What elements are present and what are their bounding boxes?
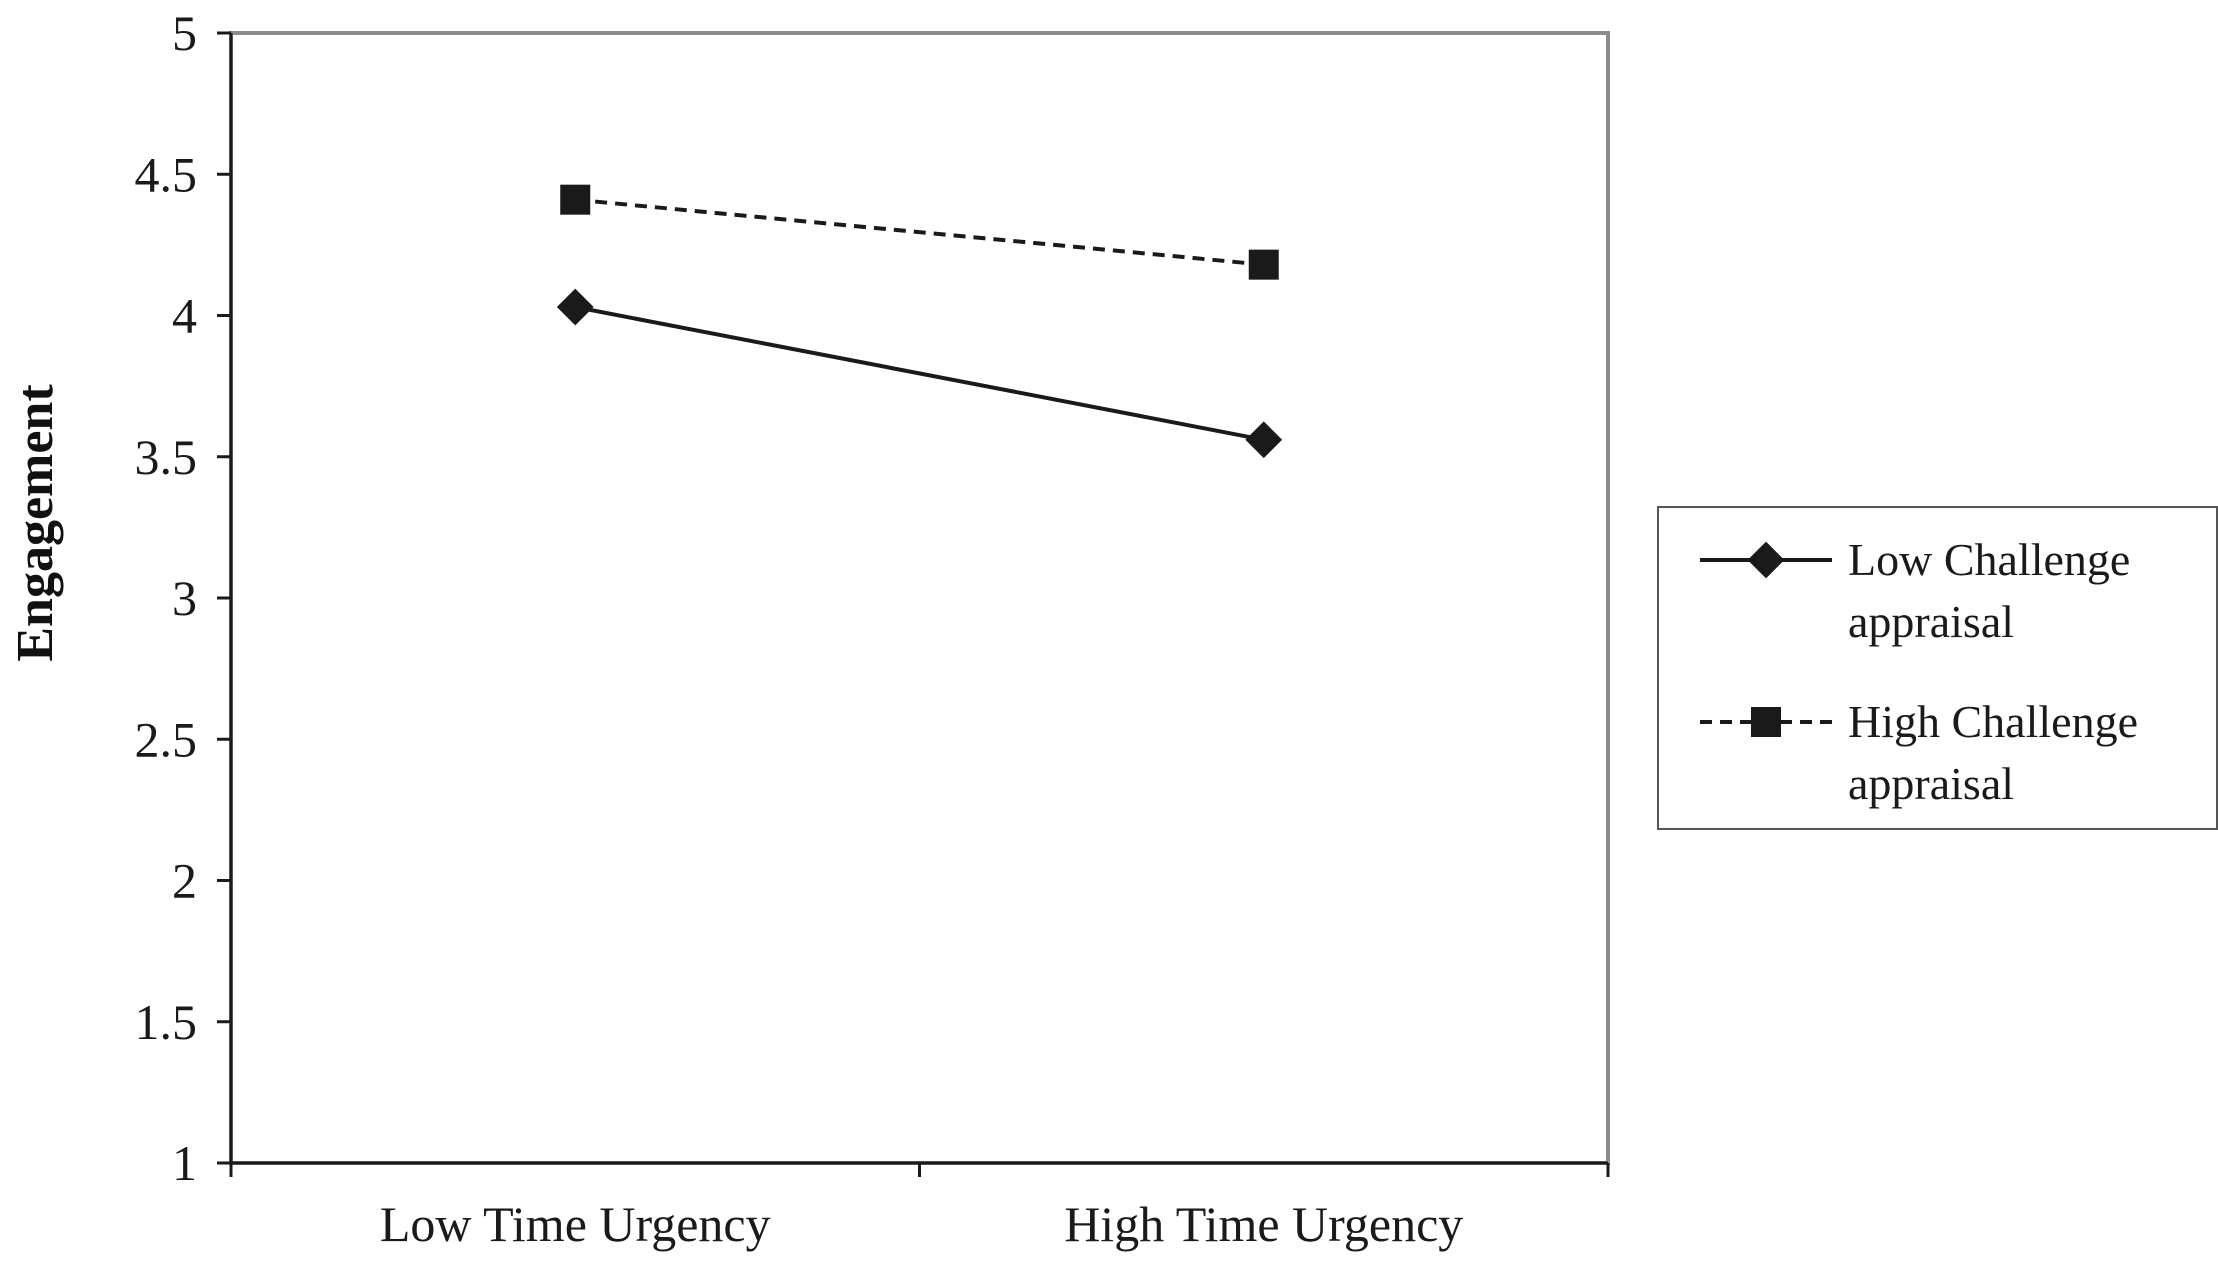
y-tick-label: 3.5 bbox=[135, 429, 198, 485]
data-point-diamond bbox=[1245, 421, 1283, 459]
legend-label-high-challenge-line1: High Challenge bbox=[1848, 696, 2138, 747]
series-line-1 bbox=[575, 197, 1264, 267]
legend-label-high-challenge-line2: appraisal bbox=[1848, 758, 2014, 809]
legend-label-low-challenge-line2: appraisal bbox=[1848, 596, 2014, 647]
x-tick-label: High Time Urgency bbox=[1064, 1196, 1463, 1252]
y-tick-label: 4 bbox=[172, 288, 197, 344]
y-axis-title: Engagement bbox=[7, 384, 64, 662]
legend: Low Challenge appraisal High Challenge a… bbox=[1657, 506, 2218, 830]
y-tick-label: 4.5 bbox=[135, 146, 198, 202]
x-axis-ticks: Low Time Urgency High Time Urgency bbox=[229, 1163, 1610, 1252]
y-tick-label: 1 bbox=[172, 1135, 197, 1191]
data-point-square bbox=[1248, 249, 1279, 280]
y-tick-label: 2.5 bbox=[135, 711, 198, 767]
series-layer bbox=[556, 184, 1283, 459]
y-tick-label: 2 bbox=[172, 853, 197, 909]
legend-marker-diamond bbox=[1747, 541, 1785, 579]
data-point-square bbox=[560, 184, 591, 215]
y-tick-label: 1.5 bbox=[135, 994, 198, 1050]
legend-label-low-challenge-line1: Low Challenge bbox=[1848, 534, 2130, 585]
y-axis-ticks: 1 1.5 2 2.5 3 3.5 4 4.5 5 bbox=[135, 5, 231, 1191]
legend-marker-square bbox=[1751, 707, 1781, 737]
y-tick-label: 5 bbox=[172, 5, 197, 61]
plot-area bbox=[229, 31, 1610, 1165]
data-point-diamond bbox=[556, 288, 594, 326]
series-line-0 bbox=[574, 305, 1265, 442]
y-tick-label: 3 bbox=[172, 570, 197, 626]
x-tick-label: Low Time Urgency bbox=[380, 1196, 771, 1252]
